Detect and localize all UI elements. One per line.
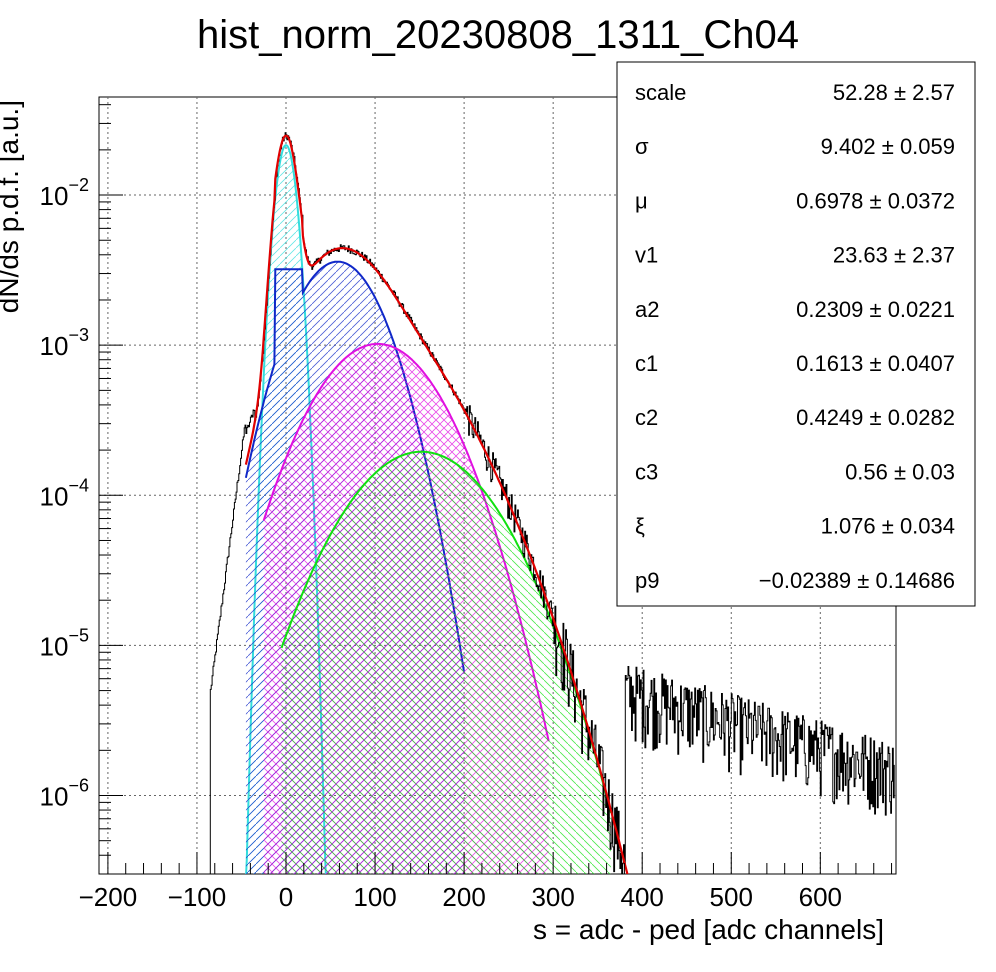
x-tick-label: 400 [621, 882, 664, 912]
total-fit-curve [244, 134, 629, 874]
x-tick-label: 0 [279, 882, 293, 912]
x-tick-label: −200 [79, 882, 138, 912]
fit-stats-box: scale 52.28 ± 2.57 σ 9.402 ± 0.059 μ 0.6978 ±… [616, 61, 976, 607]
stats-param-value: 0.6978 ± 0.0372 [796, 188, 955, 213]
stats-param-value: 52.28 ± 2.57 [833, 80, 955, 105]
stats-param-value: 9.402 ± 0.059 [821, 134, 955, 159]
axes: −200 −100 0 100 200 300 400 500 600 10−6 10−5 10−4 1… [40, 104, 893, 912]
stats-param-name: p9 [635, 568, 659, 593]
component-fill-three_pe [281, 451, 612, 874]
stats-param-value: 0.1613 ± 0.0407 [796, 351, 955, 376]
stats-param-name: a2 [635, 297, 659, 322]
stats-param-name: scale [635, 80, 686, 105]
chart-title: hist_norm_20230808_1311_Ch04 [197, 13, 799, 57]
y-tick-label: 10−5 [40, 625, 89, 661]
x-tick-label: 200 [442, 882, 485, 912]
stats-param-value: 0.2309 ± 0.0221 [796, 297, 955, 322]
x-tick-label: 300 [531, 882, 574, 912]
y-tick-label: 10−6 [40, 776, 89, 812]
stats-param-name: c2 [635, 405, 658, 430]
stats-param-name: σ [635, 134, 649, 159]
y-tick-label: 10−3 [40, 325, 89, 361]
stats-box-frame [616, 61, 976, 607]
y-axis-title: dN/ds p.d.f. [a.u.] [0, 100, 24, 313]
x-tick-label: 500 [710, 882, 753, 912]
x-axis-title: s = adc - ped [adc channels] [533, 914, 884, 945]
stats-param-name: v1 [635, 243, 658, 268]
x-tick-label: 100 [353, 882, 396, 912]
stats-param-value: 1.076 ± 0.034 [821, 514, 955, 539]
stats-param-name: c3 [635, 459, 658, 484]
fit-components [241, 144, 612, 874]
x-tick-label: 600 [799, 882, 842, 912]
total-fit [244, 134, 629, 874]
stats-param-value: −0.02389 ± 0.14686 [759, 568, 955, 593]
stats-param-name: c1 [635, 351, 658, 376]
stats-param-name: μ [635, 188, 648, 213]
stats-param-name: ξ [635, 514, 645, 539]
stats-param-value: 23.63 ± 2.37 [833, 243, 955, 268]
stats-param-value: 0.56 ± 0.03 [845, 459, 955, 484]
stats-param-value: 0.4249 ± 0.0282 [796, 405, 955, 430]
y-tick-label: 10−2 [40, 175, 89, 211]
x-tick-label: −100 [168, 882, 227, 912]
y-tick-label: 10−4 [40, 475, 89, 511]
